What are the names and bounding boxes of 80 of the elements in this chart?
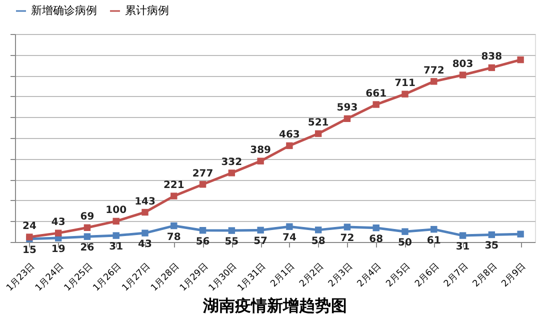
x-tick-label: 2月5日 [384,262,413,290]
data-label: 50 [398,238,412,249]
data-label: 521 [308,118,329,129]
point [372,224,380,232]
data-label: 332 [221,156,242,168]
data-label: 57 [254,236,268,248]
data-label: 838 [481,52,502,63]
x-tick-label: 2月1日 [269,262,298,290]
x-tick-label: 1月31日 [236,262,268,294]
point [170,192,178,200]
data-label: 56 [196,236,210,248]
point [257,226,264,234]
point [199,227,206,234]
x-tick-label: 2月9日 [500,262,528,290]
data-label: 143 [134,196,156,208]
data-label: 58 [311,236,326,247]
point [430,226,438,233]
point [84,233,91,240]
text: 湖南疫情新增趋势图 [202,296,347,316]
data-label: 19 [51,244,66,256]
data-label: 593 [336,102,358,114]
point [344,115,351,122]
point [228,227,236,234]
data-label: 15 [22,244,36,256]
point [199,181,206,188]
point [112,218,120,225]
point [459,72,466,78]
data-label: 43 [51,217,66,228]
data-label: 803 [452,58,474,70]
point [344,224,351,230]
point [142,208,148,216]
legend-label: 累计病例 [125,4,169,17]
data-label: 72 [340,233,354,244]
point [54,230,62,236]
point [84,224,91,231]
x-tick-label: 2月4日 [356,262,384,290]
point [402,228,408,235]
data-label: 55 [224,236,239,248]
data-label: 43 [138,239,152,250]
x-tick-label: 2月7日 [442,262,470,290]
point [286,223,293,230]
data-label: 31 [109,242,124,253]
point [142,230,148,236]
point [286,142,293,150]
data-label: 277 [192,168,214,180]
data-label: 24 [22,221,36,232]
data-label: 61 [426,235,441,246]
point [228,170,236,176]
point [488,231,496,238]
x-tick-label: 2月2日 [298,262,326,290]
data-label: 26 [80,242,94,254]
data-label: 221 [163,180,184,192]
data-label: 772 [423,65,444,76]
data-label: 661 [366,88,387,100]
point [314,130,322,137]
data-label: 31 [456,242,470,253]
point [430,78,438,85]
data-label: 35 [484,240,499,252]
x-tick-label: 2月6日 [414,262,442,290]
x-tick-label: 2月3日 [326,262,355,290]
data-label: 389 [250,145,272,156]
point [517,230,524,238]
x-tick-label: 2月8日 [471,262,500,290]
point [459,232,466,239]
data-label: 69 [80,212,94,223]
point [257,158,264,164]
data-label: 74 [282,232,296,244]
point [314,226,322,234]
point [372,101,380,108]
point [112,232,120,239]
legend-label: 新增确诊病例 [31,4,97,17]
point [517,56,524,64]
data-label: 463 [279,130,300,141]
point [402,90,408,98]
point [170,222,178,230]
data-label: 100 [106,205,127,216]
data-label: 711 [394,78,416,90]
point [488,64,496,72]
data-label: 78 [166,232,181,243]
data-label: 68 [369,234,384,245]
